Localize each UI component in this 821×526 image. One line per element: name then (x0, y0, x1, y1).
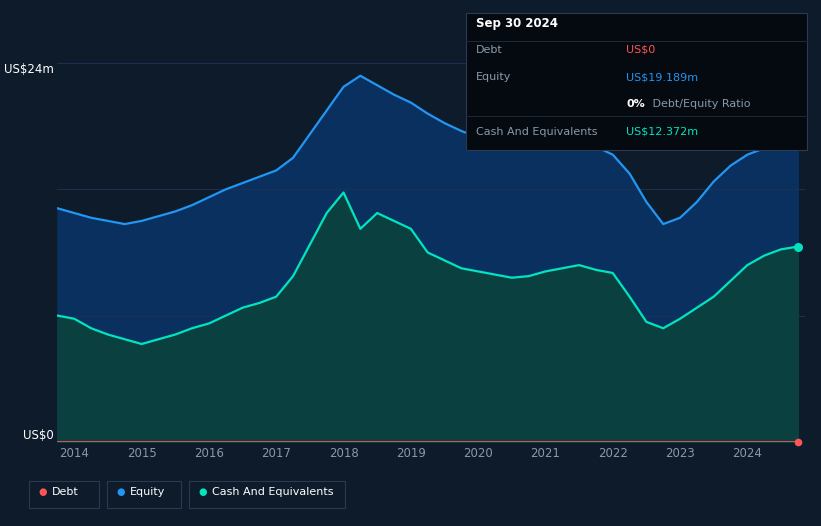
Text: Equity: Equity (476, 72, 511, 82)
Text: US$24m: US$24m (4, 63, 53, 76)
Text: ●: ● (39, 487, 47, 497)
Text: US$19.189m: US$19.189m (626, 72, 699, 82)
Text: Cash And Equivalents: Cash And Equivalents (476, 127, 598, 137)
Text: Debt: Debt (476, 45, 503, 55)
Point (791, 242, 805, 251)
Text: ●: ● (199, 487, 207, 497)
Text: US$0: US$0 (626, 45, 656, 55)
Text: Debt: Debt (52, 487, 79, 497)
Point (791, 438, 805, 446)
Text: US$0: US$0 (23, 429, 53, 442)
Text: US$12.372m: US$12.372m (626, 127, 699, 137)
Text: ●: ● (117, 487, 125, 497)
Text: Debt/Equity Ratio: Debt/Equity Ratio (649, 99, 750, 109)
Text: 0%: 0% (626, 99, 645, 109)
Text: Equity: Equity (130, 487, 165, 497)
Text: Sep 30 2024: Sep 30 2024 (476, 17, 558, 31)
Text: Cash And Equivalents: Cash And Equivalents (212, 487, 333, 497)
Point (791, 135, 805, 143)
